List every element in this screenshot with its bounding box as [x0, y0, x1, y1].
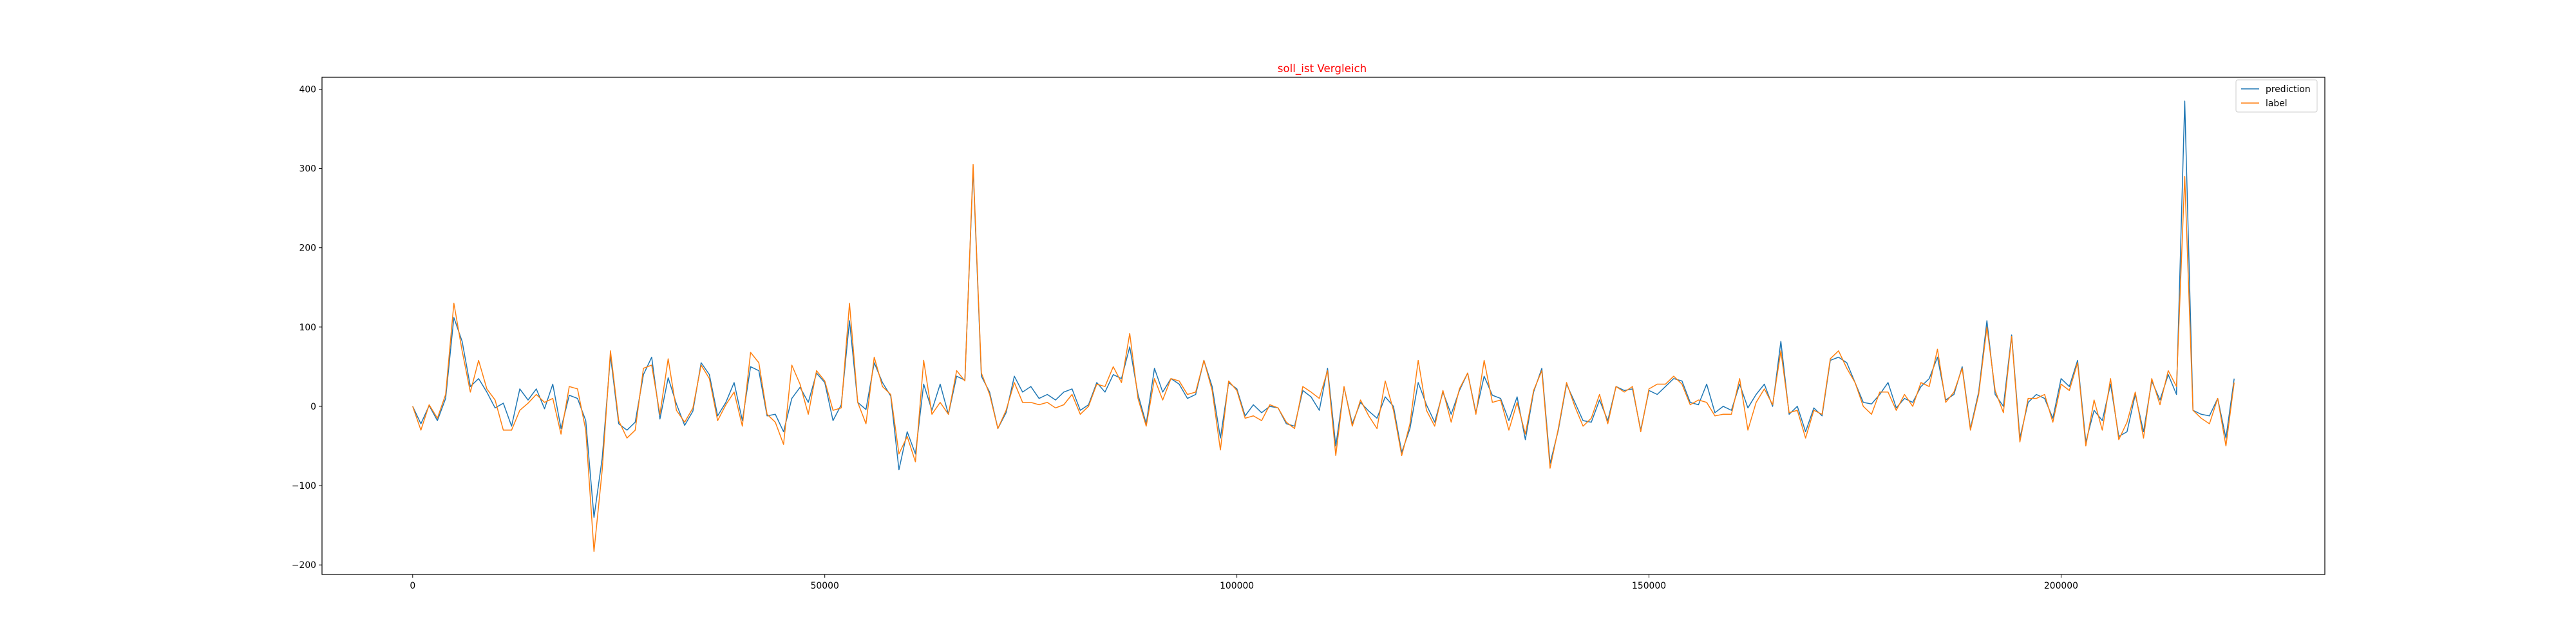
plot-area	[412, 100, 2235, 553]
series-line-prediction	[412, 100, 2235, 518]
x-tick-label: 100000	[1220, 581, 1254, 591]
y-tick-label: −100	[292, 481, 316, 491]
y-tick-label: 400	[299, 84, 316, 95]
x-tick-label: 50000	[811, 581, 839, 591]
legend-box	[2235, 79, 2318, 113]
y-axis: −200 −100 0 100 200 300 400	[292, 84, 322, 571]
y-tick-label: −200	[292, 560, 316, 571]
axes-frame	[321, 77, 2325, 575]
y-tick-label: 100	[299, 323, 316, 333]
series-line-label	[412, 164, 2235, 553]
y-tick-label: 300	[299, 164, 316, 175]
chart-title: soll_ist Vergleich	[1278, 62, 1367, 75]
x-tick-label: 150000	[1632, 581, 1666, 591]
x-tick-label: 200000	[2044, 581, 2078, 591]
legend-label-label: label	[2266, 99, 2287, 109]
x-axis: 0 50000 100000 150000 200000	[410, 574, 2078, 591]
y-tick-label: 0	[310, 402, 316, 412]
legend: prediction label	[2235, 79, 2318, 113]
y-tick-label: 200	[299, 243, 316, 254]
legend-label-prediction: prediction	[2266, 84, 2311, 95]
x-tick-label: 0	[410, 581, 415, 591]
